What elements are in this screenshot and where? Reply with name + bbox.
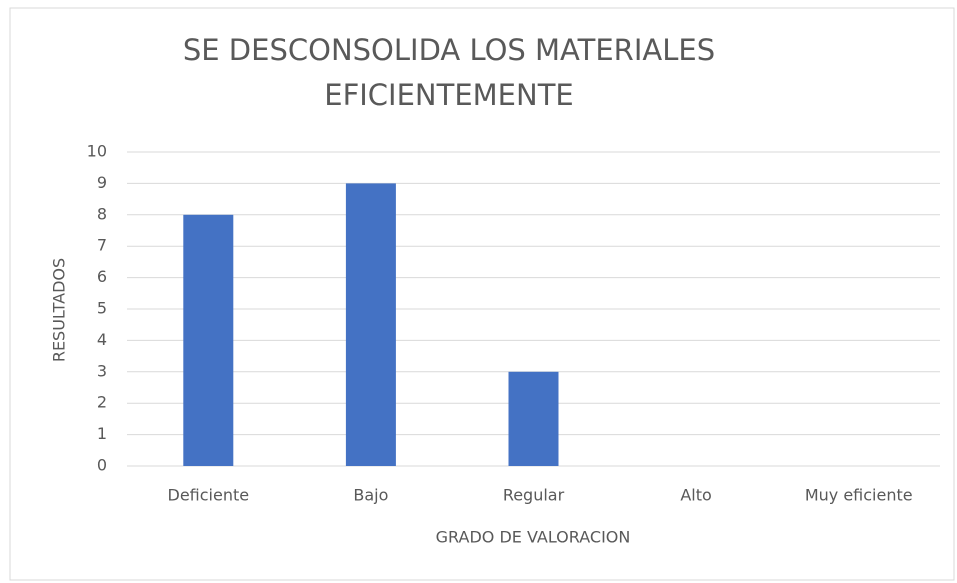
- y-axis-title: RESULTADOS: [50, 258, 69, 362]
- x-tick-label: Regular: [503, 486, 565, 505]
- y-tick-label: 5: [97, 299, 107, 318]
- x-tick-label: Alto: [680, 486, 711, 505]
- y-tick-label: 8: [97, 204, 107, 223]
- bar: [345, 183, 396, 466]
- y-tick-label: 1: [97, 424, 107, 443]
- y-tick-label: 6: [97, 267, 107, 286]
- y-tick-label: 2: [97, 393, 107, 412]
- y-tick-label: 9: [97, 173, 107, 192]
- chart-border: [9, 7, 955, 581]
- x-tick-label: Muy eficiente: [805, 486, 913, 505]
- y-tick-label: 7: [97, 236, 107, 255]
- y-tick-label: 10: [87, 142, 107, 161]
- x-tick-label: Deficiente: [168, 486, 250, 505]
- bar: [508, 371, 559, 466]
- x-axis-title: GRADO DE VALORACION: [436, 528, 631, 547]
- y-tick-label: 4: [97, 330, 107, 349]
- y-tick-label: 3: [97, 361, 107, 380]
- x-tick-label: Bajo: [353, 486, 388, 505]
- y-tick-label: 0: [97, 456, 107, 475]
- chart-title: SE DESCONSOLIDA LOS MATERIALES EFICIENTE…: [182, 33, 716, 112]
- bar: [183, 214, 234, 466]
